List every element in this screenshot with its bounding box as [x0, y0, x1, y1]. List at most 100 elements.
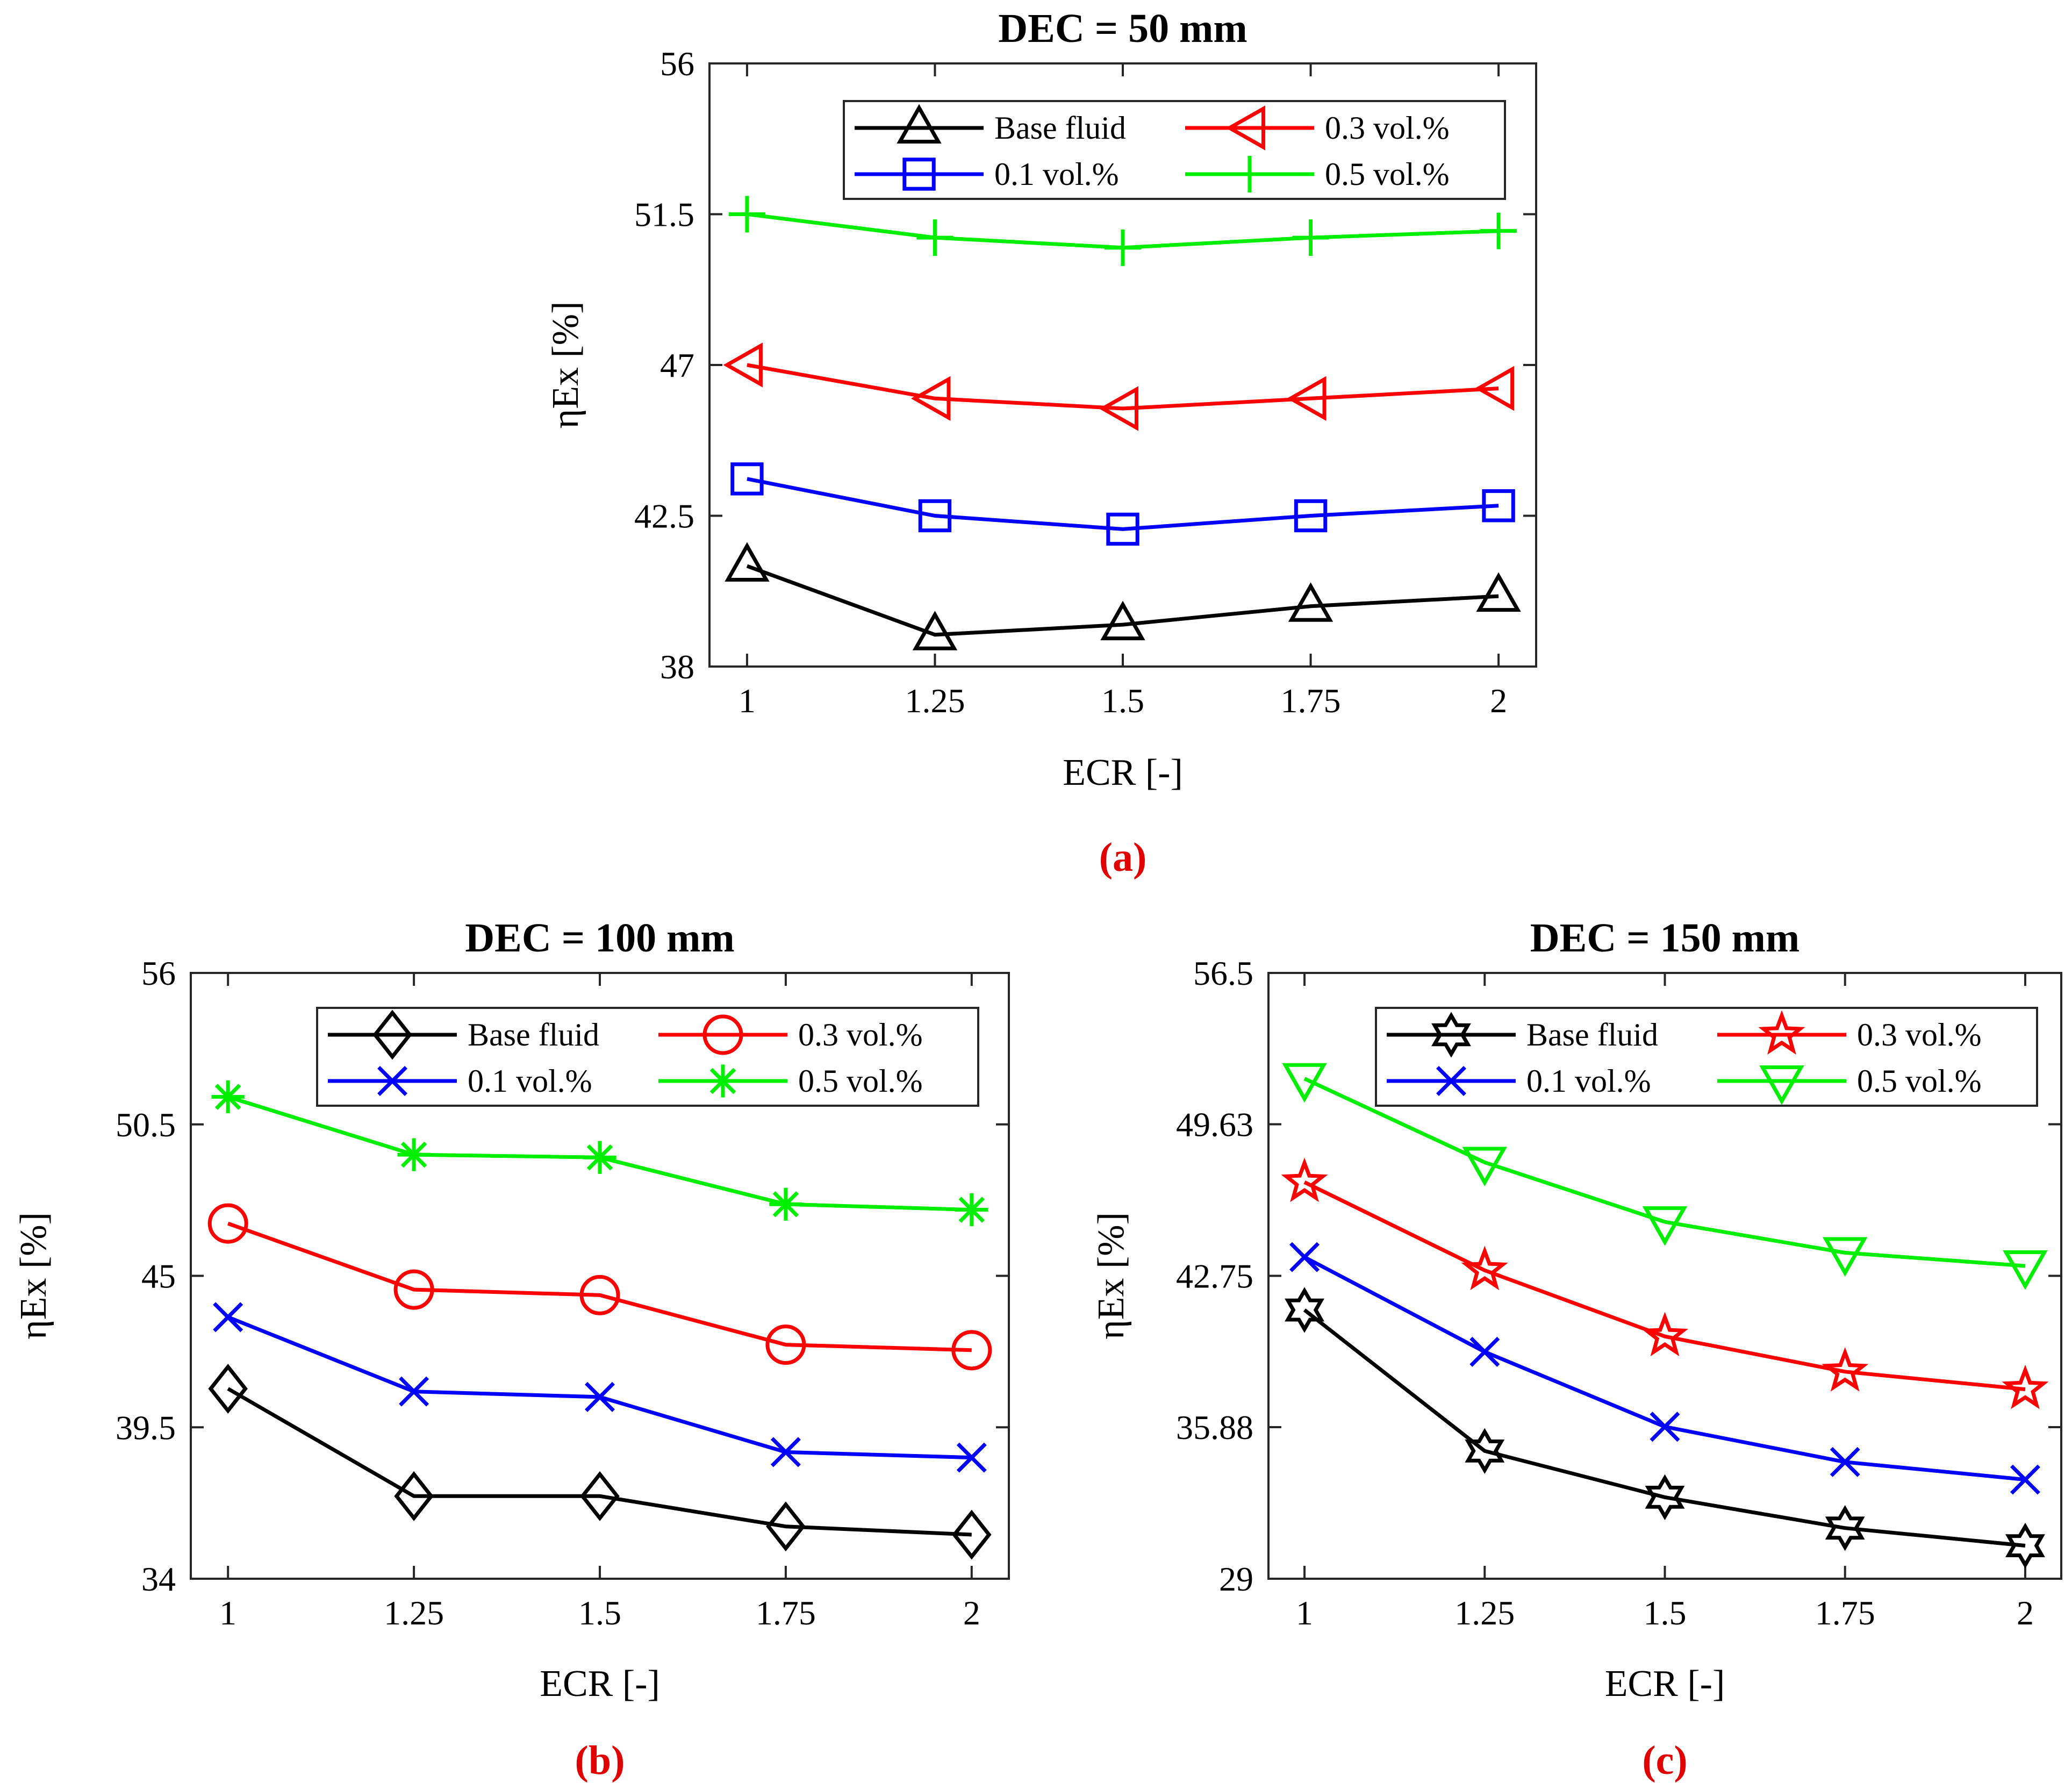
legend-label: Base fluid [468, 1017, 599, 1052]
legend-label: 0.1 vol.% [468, 1063, 592, 1099]
x-tick-label: 1.25 [905, 682, 965, 720]
data-point [1650, 1412, 1680, 1442]
series-line [747, 363, 1499, 411]
data-point [1474, 366, 1515, 411]
x-tick-label: 1.5 [578, 1594, 621, 1632]
series-line [227, 1315, 972, 1460]
chart-title: DEC = 100 mm [465, 915, 734, 961]
legend-marker [897, 104, 942, 144]
data-point [1469, 1336, 1500, 1367]
series-line [747, 477, 1499, 531]
data-point [769, 1187, 802, 1221]
y-tick-label: 34 [141, 1560, 176, 1598]
legend-marker [902, 157, 936, 191]
series-0-3-vol- [1281, 1157, 2049, 1409]
y-tick-label: 29 [1219, 1560, 1253, 1598]
data-point [955, 1193, 988, 1227]
data-point [1292, 219, 1329, 256]
data-point [1289, 1242, 1320, 1272]
data-point [394, 1471, 434, 1521]
data-point [918, 499, 952, 533]
y-axis-label: ηEx [%] [13, 1212, 54, 1340]
legend-label: 0.3 vol.% [798, 1017, 923, 1052]
legend-marker [1225, 105, 1265, 151]
series-0-1-vol- [730, 462, 1515, 546]
data-point [1465, 1428, 1505, 1474]
y-tick-label: 56 [141, 954, 176, 992]
chart-panel-3: DEC = 150 mm 1 1.25 1.5 1.75 2 29 35.88 42.75 49.… [1091, 915, 2062, 1783]
chart-title: DEC = 50 mm [998, 6, 1247, 51]
legend-label: 0.3 vol.% [1857, 1017, 1982, 1052]
data-point [1100, 600, 1145, 641]
x-tick-label: 1 [1296, 1594, 1313, 1632]
x-axis-label: ECR [-] [1063, 752, 1183, 793]
data-point [579, 1274, 620, 1315]
data-point [723, 342, 763, 388]
data-point [1282, 1063, 1327, 1103]
y-tick-label: 56 [660, 45, 694, 83]
series-0-5-vol- [1282, 1063, 2048, 1290]
data-point [2003, 1250, 2048, 1290]
y-tick-label: 38 [660, 648, 694, 686]
y-tick-label: 51.5 [634, 196, 694, 234]
legend-label: 0.1 vol.% [994, 156, 1119, 192]
data-point [2005, 1522, 2045, 1569]
x-tick-label: 2 [963, 1594, 980, 1632]
data-point [207, 1203, 248, 1244]
x-tick-label: 1.5 [1644, 1594, 1687, 1632]
data-point [766, 1501, 806, 1552]
data-point [1480, 212, 1517, 249]
series-base-fluid [725, 542, 1521, 650]
panel-label: (c) [1642, 1738, 1687, 1783]
data-point [1105, 229, 1141, 266]
data-point [728, 196, 765, 233]
legend-box [1375, 1007, 2038, 1107]
y-tick-label: 39.5 [116, 1408, 176, 1447]
data-point [213, 1302, 243, 1333]
data-point [910, 376, 951, 421]
series-line [227, 1221, 972, 1352]
x-tick-label: 1.75 [1281, 682, 1341, 720]
data-point [1288, 582, 1333, 622]
series-0-3-vol- [723, 342, 1515, 431]
data-point [585, 1381, 615, 1412]
data-point [1822, 1347, 1869, 1392]
x-tick-label: 1.75 [1815, 1594, 1875, 1632]
legend-label: 0.5 vol.% [1857, 1063, 1982, 1099]
y-tick-label: 42.75 [1176, 1257, 1253, 1295]
legend: Base fluid 0.3 vol.% 0.1 vol.% 0.5 vol.% [316, 1007, 979, 1107]
data-point [2002, 1364, 2049, 1409]
data-point [951, 1330, 992, 1371]
y-tick-label: 45 [141, 1257, 176, 1295]
data-point [725, 542, 770, 582]
legend-marker [1231, 156, 1268, 192]
data-point [765, 1324, 806, 1365]
data-point [399, 1376, 429, 1407]
legend-marker [706, 1064, 740, 1098]
y-tick-label: 35.88 [1176, 1408, 1253, 1447]
y-tick-label: 49.63 [1176, 1106, 1253, 1144]
legend-label: 0.3 vol.% [1325, 110, 1450, 146]
legend-marker [1436, 1066, 1466, 1096]
series-line [746, 564, 1499, 637]
legend: Base fluid 0.3 vol.% 0.1 vol.% 0.5 vol.% [843, 100, 1506, 200]
series-0-5-vol- [728, 196, 1517, 266]
data-point [583, 1141, 616, 1174]
x-tick-label: 1.25 [384, 1594, 444, 1632]
legend-marker [1759, 1065, 1804, 1105]
y-tick-label: 50.5 [116, 1106, 176, 1144]
data-point [1287, 376, 1327, 421]
data-point [580, 1471, 620, 1521]
y-tick-label: 42.5 [634, 497, 694, 535]
series-0-1-vol- [1289, 1242, 2040, 1495]
data-point [1294, 499, 1328, 533]
series-base-fluid [1285, 1287, 2045, 1569]
x-tick-label: 1.5 [1101, 682, 1144, 720]
data-point [397, 1138, 431, 1171]
data-point [1830, 1447, 1860, 1477]
legend-box [316, 1007, 979, 1107]
legend-label: 0.5 vol.% [1325, 156, 1450, 192]
data-point [1461, 1245, 1508, 1291]
chart-title: DEC = 150 mm [1530, 915, 1799, 961]
